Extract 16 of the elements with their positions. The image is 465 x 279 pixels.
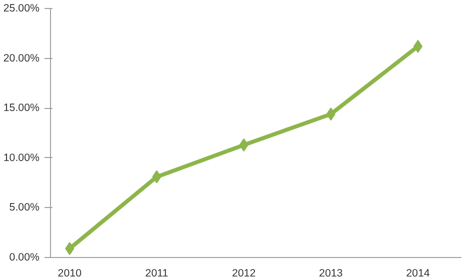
y-tick-label: 25.00% xyxy=(3,2,40,14)
x-tick-label: 2013 xyxy=(319,268,343,279)
y-tick-label: 5.00% xyxy=(9,202,40,214)
point xyxy=(65,242,74,256)
y-tick-label: 20.00% xyxy=(3,52,40,64)
x-tick-label: 2011 xyxy=(145,268,168,279)
point xyxy=(152,170,162,184)
point xyxy=(239,138,248,152)
y-tick-label: 0.00% xyxy=(9,252,40,264)
point xyxy=(413,40,422,53)
x-tick-label: 2010 xyxy=(58,268,82,279)
y-tick-label: 10.00% xyxy=(3,152,40,164)
y-tick-label: 15.00% xyxy=(3,102,40,114)
point xyxy=(326,108,336,121)
x-tick-label: 2012 xyxy=(232,268,256,279)
x-tick-label: 2014 xyxy=(406,268,430,279)
